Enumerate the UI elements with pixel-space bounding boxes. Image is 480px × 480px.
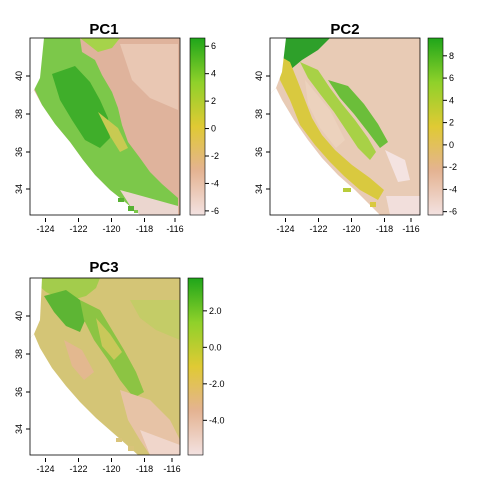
x-tick-label: -122 [309, 224, 327, 234]
legend-tick-label: -6 [211, 206, 219, 216]
x-tick-label: -120 [102, 464, 120, 474]
color-bar [427, 37, 444, 216]
y-tick-label: 36 [14, 387, 24, 397]
panel-title: PC1 [89, 21, 118, 38]
panel-pc2: PC2 -124 -122 -120 -118 -116 [254, 21, 457, 234]
color-bar [189, 37, 206, 216]
legend-tick-label: 6 [449, 73, 454, 83]
y-axis: 40 38 36 34 [14, 311, 30, 434]
y-tick-label: 40 [14, 311, 24, 321]
panel-pc1: PC1 -124 -122 -120 -118 -116 [14, 21, 219, 234]
legend-tick-label: 4 [211, 69, 216, 79]
legend-tick-label: -4 [449, 184, 457, 194]
x-tick-label: -122 [69, 224, 87, 234]
y-tick-label: 34 [14, 424, 24, 434]
y-tick-label: 34 [254, 184, 264, 194]
raster-map [269, 37, 421, 216]
y-tick-label: 38 [254, 109, 264, 119]
y-tick-label: 40 [14, 71, 24, 81]
raster-map [29, 37, 181, 216]
y-tick-label: 38 [14, 109, 24, 119]
x-tick-label: -116 [166, 224, 183, 234]
y-axis: 40 38 36 34 [14, 71, 30, 194]
y-tick-label: 40 [254, 71, 264, 81]
legend-tick-label: 0 [449, 140, 454, 150]
x-tick-label: -124 [276, 224, 294, 234]
x-axis: -124 -122 -120 -118 -116 [276, 218, 420, 234]
legend-tick-label: 4 [449, 95, 454, 105]
panel-pc3: PC3 -124 -122 -120 -118 [14, 259, 225, 474]
x-axis: -124 -122 -120 -118 -116 [36, 458, 181, 474]
x-tick-label: -118 [136, 224, 153, 234]
color-legend: 8 6 4 2 0 -2 -4 -6 [427, 37, 457, 217]
color-legend: 2.0 0.0 -2.0 -4.0 [187, 277, 225, 456]
legend-tick-label: -2.0 [209, 379, 225, 389]
legend-tick-label: -4.0 [209, 415, 225, 425]
y-tick-label: 34 [14, 184, 24, 194]
legend-tick-label: 0 [211, 124, 216, 134]
legend-tick-label: -2 [449, 162, 457, 172]
x-tick-label: -122 [69, 464, 87, 474]
legend-tick-label: 2 [211, 96, 216, 106]
legend-tick-label: 0.0 [209, 342, 222, 352]
panel-title: PC3 [89, 259, 118, 276]
x-tick-label: -118 [376, 224, 393, 234]
legend-tick-label: -6 [449, 207, 457, 217]
y-axis: 40 38 36 34 [254, 71, 270, 194]
y-tick-label: 38 [14, 349, 24, 359]
y-tick-label: 36 [254, 147, 264, 157]
color-bar [187, 277, 204, 456]
x-axis: -124 -122 -120 -118 -116 [36, 218, 184, 234]
legend-tick-label: 6 [211, 41, 216, 51]
legend-tick-label: -2 [211, 151, 219, 161]
legend-tick-label: -4 [211, 178, 219, 188]
x-tick-label: -124 [36, 224, 54, 234]
legend-tick-label: 2.0 [209, 306, 222, 316]
color-legend: 6 4 2 0 -2 -4 -6 [189, 37, 219, 216]
x-tick-label: -118 [136, 464, 153, 474]
x-tick-label: -116 [163, 464, 180, 474]
x-tick-label: -120 [342, 224, 360, 234]
legend-tick-label: 8 [449, 51, 454, 61]
panel-title: PC2 [330, 21, 359, 38]
y-tick-label: 36 [14, 147, 24, 157]
x-tick-label: -120 [102, 224, 120, 234]
legend-tick-label: 2 [449, 118, 454, 128]
x-tick-label: -124 [36, 464, 54, 474]
raster-map [29, 277, 181, 456]
x-tick-label: -116 [402, 224, 419, 234]
